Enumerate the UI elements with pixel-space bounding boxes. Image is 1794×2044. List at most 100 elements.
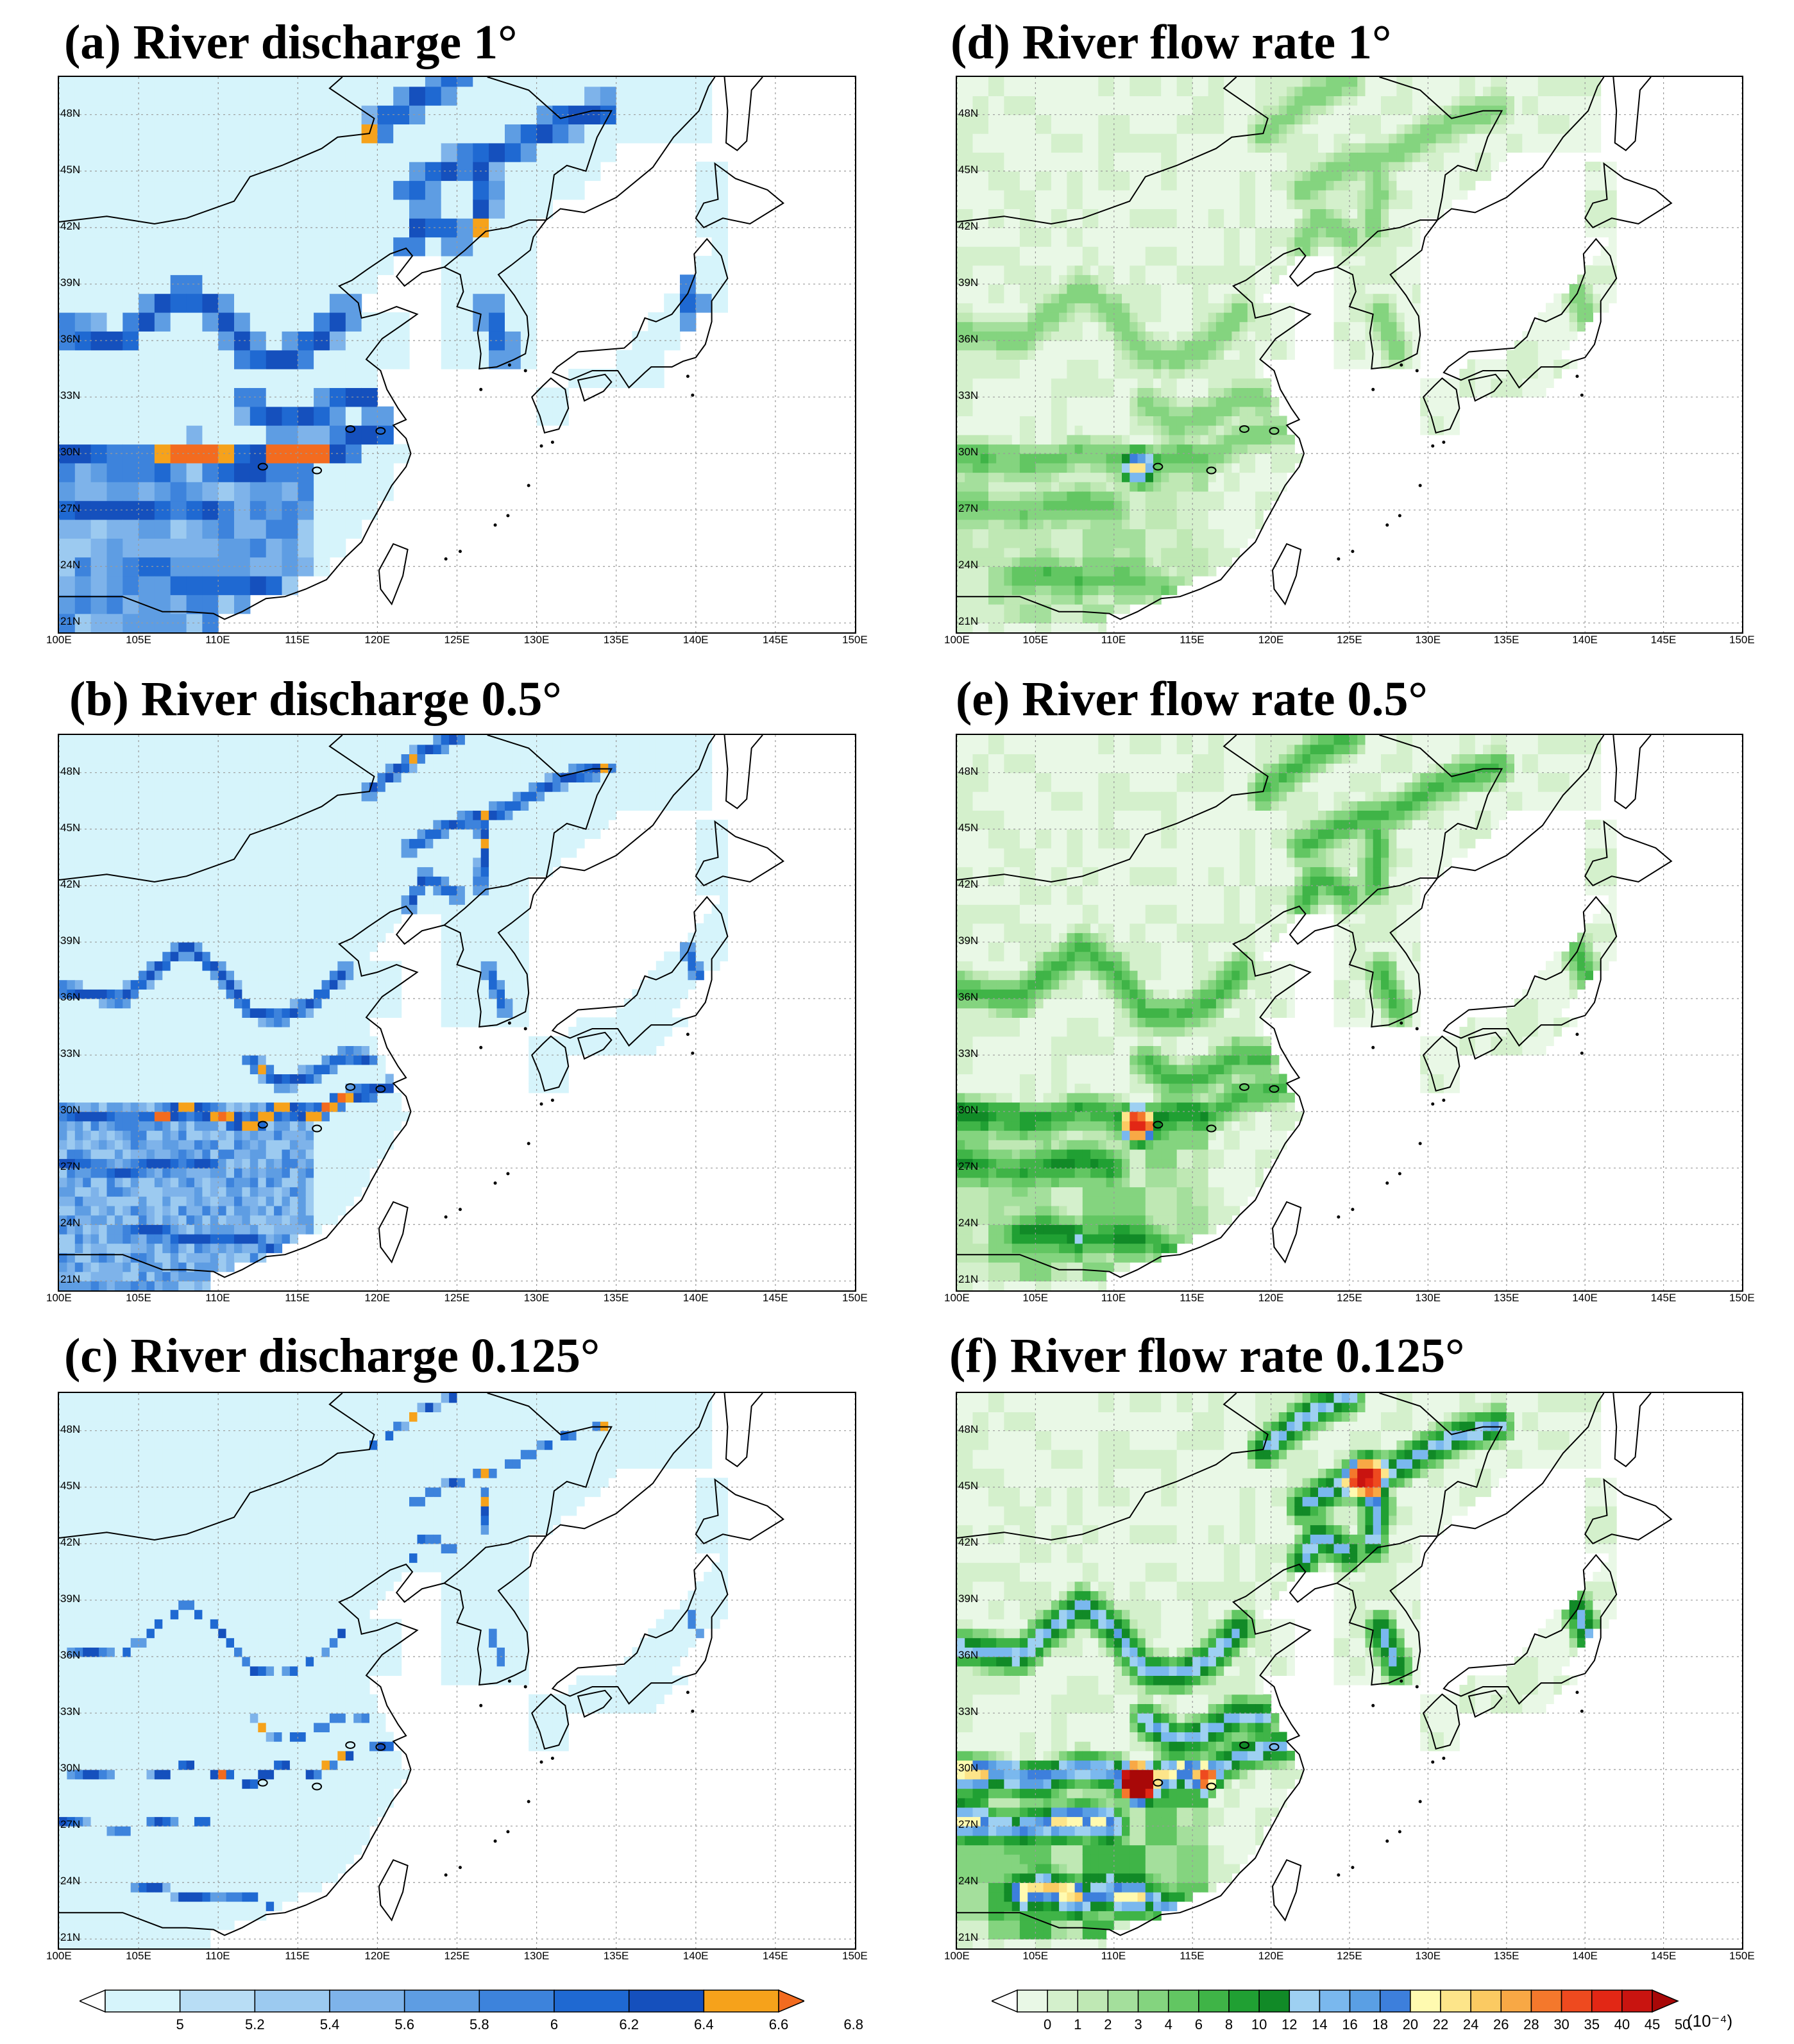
colorbar-box [1167, 1989, 1199, 2013]
lon-tick-label: 100E [46, 1950, 72, 1962]
lat-tick-label: 45N [60, 163, 81, 176]
field-cells [957, 735, 1617, 1290]
coastlines [957, 1393, 1673, 1936]
lat-tick-label: 33N [60, 1705, 81, 1718]
lon-tick-label: 110E [1101, 1950, 1126, 1962]
colorbar-box [1107, 1989, 1139, 2013]
colorbar-tick-label: 40 [1614, 2016, 1630, 2032]
colorbar-box [554, 1989, 630, 2013]
lat-tick-label: 45N [958, 821, 979, 834]
lat-tick-label: 30N [958, 446, 979, 459]
colorbar-box [1621, 1989, 1653, 2013]
lat-tick-label: 27N [958, 1818, 979, 1831]
field-cells [957, 77, 1617, 632]
lat-tick-label: 36N [958, 332, 979, 345]
map-a[interactable] [58, 76, 856, 634]
gridlines [957, 77, 1742, 632]
lon-tick-label: 150E [1729, 634, 1755, 646]
colorbar-tick-label: 50 [1674, 2016, 1691, 2032]
lon-tick-label: 100E [46, 1292, 72, 1304]
lat-tick-label: 24N [60, 559, 81, 571]
colorbar-svg [78, 1989, 806, 2013]
colorbar-tick-label: 5.4 [319, 2016, 340, 2032]
field-cells [59, 77, 728, 632]
colorbar-end-right [778, 1989, 806, 2013]
colorbar-box [1198, 1989, 1230, 2013]
colorbar-tick-label: 10 [1251, 2016, 1267, 2032]
lat-tick-label: 24N [60, 1217, 81, 1229]
lat-tick-label: 27N [60, 1160, 81, 1173]
colorbar-tick-label: 16 [1342, 2016, 1358, 2032]
colorbar-discharge: 5 5.2 5.4 5.6 5.8 6 6.2 6.4 6.6 6.8 [78, 1988, 863, 2044]
colorbar-tick-label: 3 [1134, 2016, 1142, 2032]
colorbar-tick-label: 5.8 [470, 2016, 489, 2032]
lon-tick-label: 125E [444, 1950, 470, 1962]
lat-tick-label: 30N [60, 1104, 81, 1117]
colorbar-box [1017, 1989, 1048, 2013]
lon-tick-label: 150E [842, 1950, 868, 1962]
lat-tick-label: 24N [958, 1217, 979, 1229]
lon-tick-label: 115E [1180, 1292, 1205, 1304]
lon-tick-label: 115E [1180, 1950, 1205, 1962]
colorbar-svg [990, 1989, 1679, 2013]
lat-tick-label: 21N [958, 615, 979, 628]
gridlines [59, 735, 855, 1290]
colorbar-tick-label: 18 [1372, 2016, 1388, 2032]
lon-tick-label: 120E [364, 1950, 391, 1962]
colorbar-tick-label: 45 [1644, 2016, 1661, 2032]
map-e[interactable] [956, 734, 1743, 1292]
colorbar-tick-label: 35 [1584, 2016, 1600, 2032]
coastlines [59, 1393, 785, 1936]
lat-tick-label: 45N [60, 1479, 81, 1492]
lon-tick-label: 105E [1022, 634, 1049, 646]
panel-title-d: (d) River flow rate 1° [951, 15, 1392, 69]
lon-tick-label: 135E [603, 1292, 629, 1304]
lon-tick-label: 145E [1650, 1950, 1677, 1962]
map-svg [957, 735, 1742, 1290]
colorbar-box [1289, 1989, 1321, 2013]
lon-tick-label: 145E [1650, 634, 1677, 646]
colorbar-tick-label: 8 [1224, 2016, 1233, 2032]
lat-tick-label: 39N [60, 934, 81, 947]
lat-tick-label: 42N [958, 1535, 979, 1548]
map-svg [59, 77, 855, 632]
colorbar-tick-label: 28 [1523, 2016, 1539, 2032]
lon-tick-label: 145E [762, 1292, 788, 1304]
colorbar-box [1470, 1989, 1502, 2013]
map-b[interactable] [58, 734, 856, 1292]
colorbar-tick-label: 22 [1432, 2016, 1449, 2032]
lon-tick-label: 135E [1493, 1292, 1519, 1304]
lon-tick-label: 110E [1101, 634, 1126, 646]
lon-tick-label: 100E [944, 1292, 970, 1304]
lon-tick-label: 130E [1415, 1950, 1441, 1962]
colorbar-tick-label: 2 [1104, 2016, 1112, 2032]
map-c[interactable] [58, 1392, 856, 1950]
lat-tick-label: 45N [958, 1479, 979, 1492]
lon-tick-label: 120E [364, 1292, 391, 1304]
lon-tick-label: 115E [1180, 634, 1205, 646]
lat-tick-label: 45N [958, 163, 979, 176]
lat-tick-label: 39N [958, 1592, 979, 1605]
lat-tick-label: 30N [60, 446, 81, 459]
lat-tick-label: 24N [958, 1875, 979, 1888]
lat-tick-label: 33N [60, 389, 81, 402]
lat-tick-label: 36N [958, 990, 979, 1003]
panel-title-a: (a) River discharge 1° [64, 15, 518, 69]
colorbar-box [1440, 1989, 1471, 2013]
lon-tick-label: 135E [1493, 1950, 1519, 1962]
map-d[interactable] [956, 76, 1743, 634]
map-svg [957, 1393, 1742, 1948]
lon-tick-label: 125E [1337, 1292, 1362, 1304]
field-cells [59, 735, 728, 1290]
lon-tick-label: 125E [444, 634, 470, 646]
coastlines [957, 735, 1673, 1278]
lat-tick-label: 21N [60, 1931, 81, 1944]
lat-tick-label: 39N [958, 276, 979, 289]
field-cells [957, 1393, 1617, 1948]
map-f[interactable] [956, 1392, 1743, 1950]
lon-tick-label: 140E [1572, 1292, 1598, 1304]
colorbar-box [1228, 1989, 1260, 2013]
colorbar-box [254, 1989, 330, 2013]
lon-tick-label: 150E [842, 1292, 868, 1304]
lon-tick-label: 110E [205, 1950, 230, 1962]
